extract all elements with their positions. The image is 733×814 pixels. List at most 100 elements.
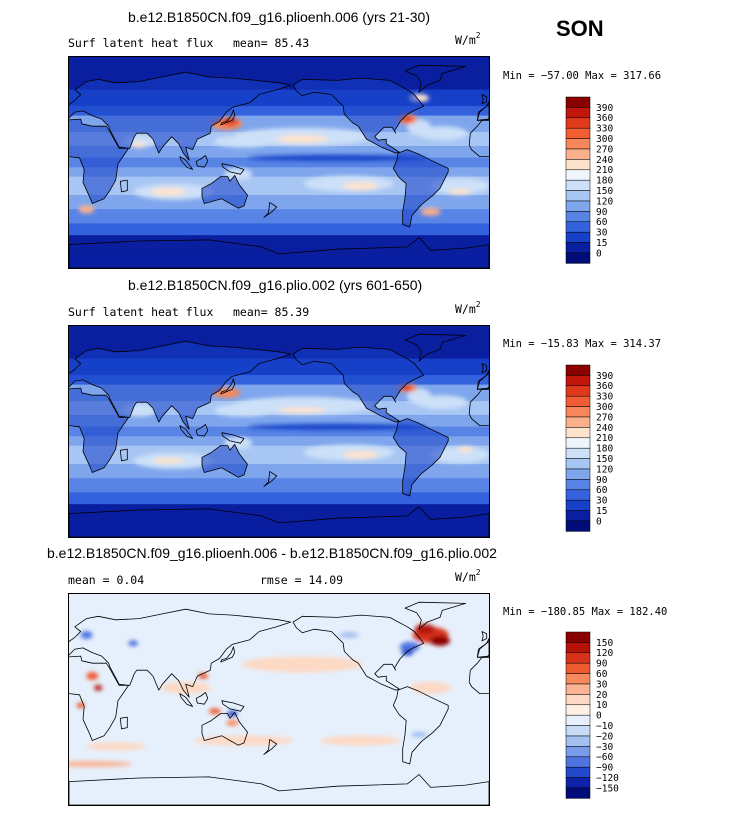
colorbar-2-label-1: 360 (596, 381, 613, 392)
coastline-sumatra (179, 156, 194, 170)
coastline-greenland (404, 601, 467, 630)
panel-1-map-svg (69, 57, 489, 268)
colorbar-2-label-14: 0 (596, 516, 602, 527)
colorbar-3-box-8 (565, 714, 591, 726)
coastline-borneo (195, 424, 209, 437)
anomaly-positive (226, 719, 239, 726)
colorbar-1-label-6: 210 (596, 165, 613, 176)
coastline-eurasia (69, 71, 292, 161)
land-africa (69, 388, 129, 473)
flux-maximum (447, 188, 472, 195)
colorbar-1-label-5: 240 (596, 155, 613, 166)
colorbar-1-box-14 (565, 242, 591, 254)
anomaly-positive (414, 624, 435, 635)
anomaly-positive (208, 708, 221, 715)
colorbar-3-label-6: 10 (596, 700, 608, 711)
colorbar-1-box-7 (565, 169, 591, 181)
coastline-madagascar (119, 716, 128, 730)
anomaly-positive (76, 702, 85, 709)
coastline-samerica (392, 686, 449, 765)
flux-region (417, 395, 468, 410)
land-antarctica (69, 237, 489, 268)
colorbar-1-box-9 (565, 190, 591, 202)
anomaly-negative (80, 631, 93, 640)
panel-2-map (68, 325, 490, 538)
anomaly-region (242, 656, 363, 673)
flux-band (69, 492, 489, 505)
colorbar-3-label-0: 150 (596, 638, 613, 649)
coastline-newzealand (263, 739, 278, 755)
coastline-namerica (292, 614, 425, 691)
continents (69, 601, 489, 805)
panel-1-units: W/m2 (455, 31, 481, 47)
land-australia (202, 175, 248, 209)
colorbar-1-box-10 (565, 200, 591, 212)
coastline-borneo (195, 692, 209, 705)
colorbar-2-box-3 (565, 395, 591, 407)
coastline-australia (201, 712, 248, 746)
colorbar-3-label-7: 0 (596, 711, 602, 722)
panel-2-map-svg (69, 326, 489, 537)
coastline-australia (201, 444, 248, 478)
panel-3-mean: mean = 0.04 (68, 573, 145, 587)
coastline-japan (220, 109, 236, 126)
panel-2-colorbar: 390 360 330 300 270 240 210 180 150 120 90 60 30 15 0 (565, 364, 626, 535)
land-africa (69, 119, 129, 204)
coastline-uk (481, 631, 488, 642)
continents (69, 333, 489, 537)
flux-maximum (133, 141, 145, 148)
colorbar-2-label-5: 240 (596, 423, 613, 434)
colorbar-2-box-4 (565, 406, 591, 418)
flux-band (69, 415, 489, 427)
panel-3-map-svg (69, 594, 489, 805)
colorbar-3-box-12 (565, 756, 591, 768)
land-namerica (293, 347, 424, 423)
panel-2-variable: Surf latent heat flux (68, 305, 214, 319)
continents (69, 64, 489, 268)
panel-1-map (68, 56, 490, 269)
panel-2-title: b.e12.B1850CN.f09_g16.plio.002 (yrs 601-… (128, 277, 423, 293)
anomaly-positive (198, 673, 209, 680)
coastline-greenland (404, 64, 467, 93)
coastline-namerica (292, 346, 425, 423)
colorbar-2-label-3: 300 (596, 402, 613, 413)
colorbar-2-label-13: 15 (596, 506, 607, 517)
flux-band (69, 106, 489, 116)
panel-1-title: b.e12.B1850CN.f09_g16.plioenh.006 (yrs 2… (128, 9, 430, 25)
anomaly-region (160, 681, 211, 694)
colorbar-1-label-4: 270 (596, 144, 613, 155)
panel-2-minmax: Min = −15.83 Max = 314.37 (503, 338, 662, 350)
colorbar-3-box-14 (565, 777, 591, 789)
colorbar-2-box-10 (565, 468, 591, 480)
colorbar-3-label-12: −90 (596, 763, 613, 774)
colorbar-1-label-13: 15 (596, 238, 607, 249)
coastline-namerica (292, 77, 425, 154)
panel-3-colorbar: 150 120 90 60 30 20 10 0 −10 −20 −30 −60 −90 −120 −150 (565, 631, 626, 802)
coastline-newzealand (263, 202, 278, 218)
panel-3-title: b.e12.B1850CN.f09_g16.plioenh.006 - b.e1… (47, 545, 497, 561)
colorbar-1-label-2: 330 (596, 124, 613, 135)
colorbar-2-box-9 (565, 458, 591, 470)
colorbar-3-label-14: −150 (596, 783, 619, 794)
panel-3-map (68, 593, 490, 806)
flux-band (69, 157, 489, 168)
colorbar-3-box-2 (565, 652, 591, 664)
colorbar-2-box-8 (565, 447, 591, 459)
colorbar-1-label-12: 30 (596, 228, 608, 239)
colorbar-3-label-1: 120 (596, 648, 613, 659)
colorbar-2-box-5 (565, 416, 591, 428)
flux-maximum (276, 135, 329, 144)
colorbar-2-label-8: 150 (596, 454, 613, 465)
panel-2-mean: mean= 85.39 (233, 305, 310, 319)
colorbar-1-box-8 (565, 179, 591, 191)
coastline-samerica (392, 418, 449, 497)
coastline-eurasia (69, 340, 292, 430)
flux-band (69, 375, 489, 385)
flux-band (69, 146, 489, 158)
colorbar-1-label-10: 90 (596, 207, 608, 218)
coastline-europeW (476, 370, 489, 390)
colorbar-3-box-7 (565, 704, 591, 716)
anomaly-region (69, 760, 133, 767)
